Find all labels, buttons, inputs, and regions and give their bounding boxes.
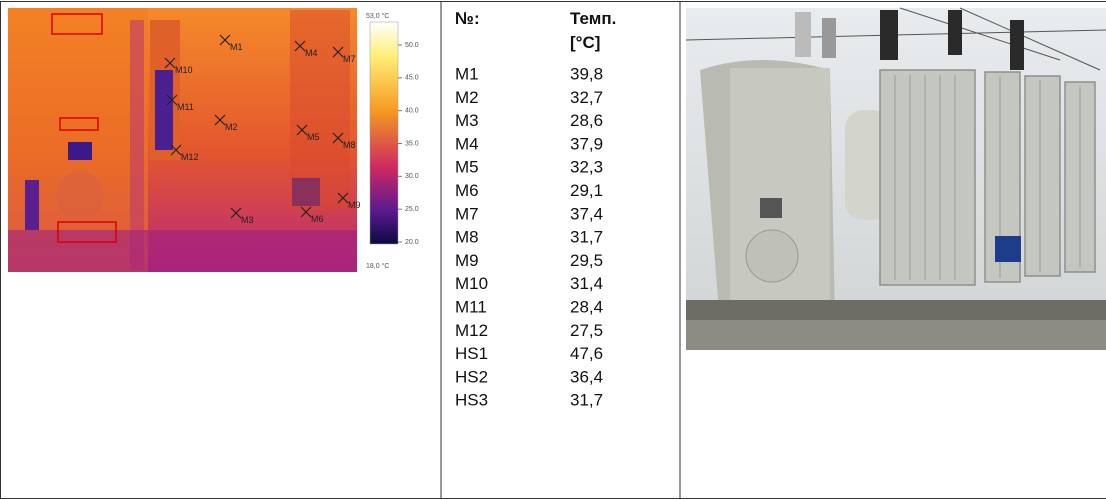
marker-cross	[166, 94, 178, 106]
marker-label: M8	[343, 140, 356, 150]
scale-tick-label: 40.0	[405, 108, 419, 115]
marker-label: M11	[177, 102, 194, 112]
point-id: M6	[455, 181, 479, 200]
temperature: 29,5	[570, 251, 603, 270]
scale-tick-label: 50.0	[405, 42, 419, 49]
scale-max: 53,0 °C	[366, 12, 389, 20]
point-id: M12	[455, 321, 488, 340]
point-id: M4	[455, 134, 479, 153]
table-header: [°C]	[570, 33, 600, 52]
marker-cross	[332, 46, 344, 58]
marker-label: M7	[343, 54, 356, 64]
photo	[685, 7, 1106, 350]
temperature: 39,8	[570, 64, 603, 83]
thermal-image	[8, 8, 357, 272]
temperature: 37,4	[570, 204, 603, 223]
temperature: 31,7	[570, 391, 603, 410]
marker-cross	[164, 57, 176, 69]
marker-label: M5	[307, 132, 320, 142]
scale-tick-label: 30.0	[405, 173, 419, 180]
marker-label: M3	[241, 215, 254, 225]
point-id: HS2	[455, 367, 488, 386]
marker-label: M1	[230, 42, 243, 52]
marker-cross	[170, 144, 182, 156]
temperature: 37,9	[570, 134, 603, 153]
point-id: M2	[455, 88, 479, 107]
scale-tick-label: 45.0	[405, 75, 419, 82]
temperature: 31,7	[570, 228, 603, 247]
temperature: 32,7	[570, 88, 603, 107]
point-id: HS3	[455, 391, 488, 410]
scale-tick-label: 35.0	[405, 140, 419, 147]
temperature: 32,3	[570, 158, 603, 177]
marker-label: M9	[348, 200, 361, 210]
color-scale	[369, 21, 399, 245]
marker-label: M10	[175, 65, 193, 75]
temperature: 28,4	[570, 297, 603, 316]
table-header: Темп.	[570, 9, 616, 28]
marker-cross	[294, 40, 306, 52]
marker-label: M4	[305, 48, 318, 58]
point-id: HS1	[455, 344, 488, 363]
temperature: 31,4	[570, 274, 603, 293]
point-id: M5	[455, 158, 479, 177]
marker-cross	[296, 124, 308, 136]
temperature: 27,5	[570, 321, 603, 340]
point-id: M11	[455, 297, 487, 316]
point-id: M3	[455, 111, 479, 130]
marker-cross	[214, 114, 226, 126]
marker-label: M6	[311, 214, 324, 224]
marker-cross	[300, 206, 312, 218]
marker-label: M2	[225, 122, 238, 132]
point-id: M8	[455, 228, 479, 247]
marker-cross	[332, 132, 344, 144]
point-id: M1	[455, 64, 479, 83]
marker-cross	[337, 192, 349, 204]
point-id: M10	[455, 274, 488, 293]
temperature: 29,1	[570, 181, 603, 200]
marker-cross	[230, 207, 242, 219]
marker-cross	[219, 34, 231, 46]
temperature: 36,4	[570, 367, 603, 386]
scale-min: 18,0 °C	[366, 262, 389, 270]
scale-tick-label: 25.0	[405, 206, 419, 213]
temperature: 28,6	[570, 111, 603, 130]
scale-tick-label: 20.0	[405, 239, 419, 246]
marker-label: M12	[181, 152, 199, 162]
point-id: M9	[455, 251, 479, 270]
point-id: M7	[455, 204, 479, 223]
temperature: 47,6	[570, 344, 603, 363]
table-header: №:	[455, 9, 480, 28]
